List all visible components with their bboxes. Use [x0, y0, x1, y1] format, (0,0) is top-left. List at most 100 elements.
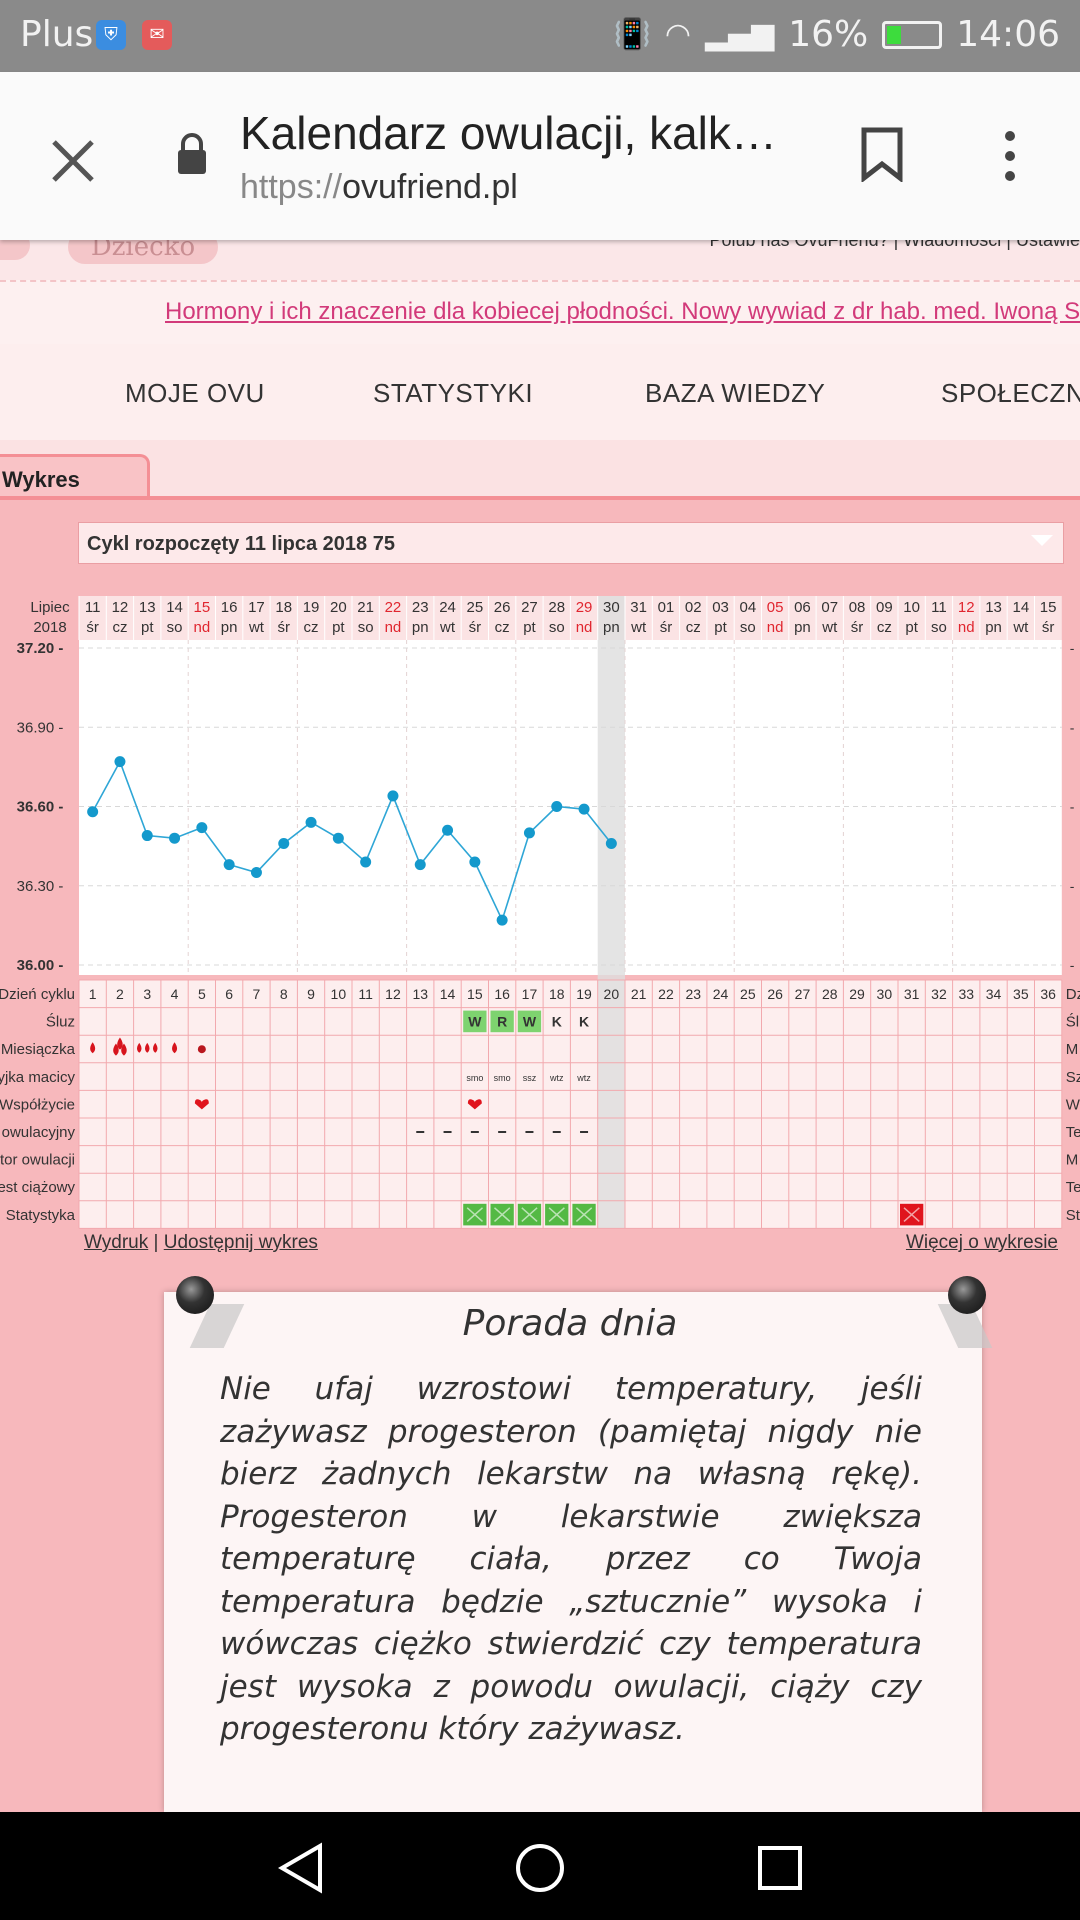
cycle-day: 19 [576, 986, 592, 1002]
temperature-point [414, 859, 426, 871]
mucus-highlight [517, 1010, 542, 1033]
weekday-label: wt [630, 619, 647, 636]
cervix-mark: smo [466, 1073, 483, 1083]
row-label-right: Sz [1066, 1069, 1080, 1086]
cycle-day: 7 [253, 986, 261, 1002]
mucus-mark: W [468, 1014, 482, 1030]
nav-baza-wiedzy[interactable]: BAZA WIEDZY [645, 378, 826, 408]
weekday-label: pn [221, 619, 238, 636]
weekday-label: wt [248, 619, 265, 636]
date-label: 14 [166, 599, 183, 616]
main-nav: MOJE OVU STATYSTYKI BAZA WIEDZY SPOŁECZN [0, 344, 1080, 440]
temperature-point [442, 824, 454, 836]
cycle-day: 32 [931, 986, 947, 1002]
period-drop-icon [90, 1042, 96, 1054]
cycle-day: 5 [198, 986, 206, 1002]
cycle-day: 16 [494, 986, 510, 1002]
date-label: 11 [85, 599, 101, 616]
tip-title: Porada dnia [462, 1303, 678, 1344]
stat-red-mark-pattern [903, 1207, 920, 1222]
weekday-label: cz [877, 619, 892, 636]
cycle-select[interactable]: Cykl rozpoczęty 11 lipca 2018 75 [78, 522, 1064, 564]
weekday-label: so [740, 619, 756, 636]
lock-icon[interactable] [174, 132, 210, 176]
cycle-day: 24 [713, 986, 729, 1002]
row-label-right: Śl [1066, 1013, 1079, 1031]
cycle-day: 29 [849, 986, 865, 1002]
home-icon[interactable] [514, 1842, 566, 1894]
cycle-day: 20 [604, 986, 620, 1002]
cycle-day: 13 [412, 986, 428, 1002]
tip-card [164, 1292, 982, 1812]
period-spot-icon [197, 1045, 206, 1054]
cervix-mark: wtz [576, 1073, 591, 1083]
temperature-point [469, 856, 481, 868]
close-icon[interactable] [48, 136, 98, 186]
inbox-app-icon: ✉ [142, 20, 172, 50]
status-bar: Plus ⛨ ✉ 📳 ◠ ▂▄▆ 16% 14:06 [0, 0, 1080, 72]
temperature-point [278, 837, 290, 849]
cycle-day: 1 [89, 986, 97, 1002]
temperature-point [523, 827, 535, 839]
stat-green-mark-pattern [575, 1207, 593, 1222]
shield-app-icon: ⛨ [96, 20, 126, 50]
row-label: Dzień cyklu [0, 986, 75, 1003]
cycle-day: 9 [307, 986, 315, 1002]
nav-statystyki[interactable]: STATYSTYKI [373, 378, 534, 408]
row-label-right: St [1066, 1207, 1080, 1224]
date-label: 12 [958, 599, 975, 616]
date-label: 31 [630, 599, 647, 616]
cycle-day: 25 [740, 986, 756, 1002]
share-chart-link[interactable]: Udostępnij wykres [163, 1232, 318, 1253]
carrier-label: Plus [20, 14, 94, 55]
weekday-label: cz [495, 619, 510, 636]
chevron-down-icon [1031, 535, 1053, 546]
row-label: Współżycie [0, 1096, 75, 1113]
vibrate-icon: 📳 [613, 17, 651, 52]
bookmark-icon[interactable] [860, 126, 904, 182]
temperature-point [169, 832, 181, 844]
temperature-point [605, 837, 617, 849]
battery-icon [882, 20, 943, 49]
signal-icon: ▂▄▆ [705, 17, 775, 52]
cervix-mark: smo [494, 1073, 511, 1083]
mucus-mark: W [523, 1014, 537, 1030]
temperature-point [196, 822, 208, 834]
weekday-label: so [167, 619, 183, 636]
weekday-label: wt [439, 619, 456, 636]
cycle-day: 15 [467, 986, 483, 1002]
weekday-label: pt [523, 619, 536, 636]
more-menu-icon[interactable] [996, 128, 1024, 184]
nav-moje-ovu[interactable]: MOJE OVU [125, 378, 265, 408]
tab-wykres[interactable]: Wykres [0, 454, 150, 500]
date-label: 08 [849, 599, 866, 616]
cycle-day: 28 [822, 986, 838, 1002]
more-about-chart-link[interactable]: Więcej o wykresie [905, 1232, 1058, 1253]
cervix-mark: ssz [523, 1073, 537, 1083]
weekday-label: śr [851, 619, 864, 636]
weekday-label: śr [86, 619, 99, 636]
weekday-label: nd [194, 619, 211, 636]
date-label: 15 [1040, 599, 1057, 616]
back-icon[interactable] [276, 1842, 324, 1894]
stat-green-mark-pattern [494, 1207, 511, 1222]
row-label-right: Te [1066, 1124, 1080, 1141]
y-tick-right: - [1070, 799, 1075, 815]
date-label: 18 [275, 599, 292, 616]
mucus-highlight [490, 1010, 514, 1033]
date-label: 11 [931, 599, 947, 616]
nav-spolecznosc[interactable]: SPOŁECZN [941, 378, 1080, 408]
date-label: 28 [548, 599, 565, 616]
news-banner: Hormony i ich znaczenie dla kobiecej pło… [0, 280, 1080, 344]
weekday-label: pn [985, 619, 1002, 636]
date-label: 14 [1013, 599, 1030, 616]
print-link[interactable]: Wydruk [84, 1232, 149, 1253]
period-drop-icon [137, 1042, 142, 1053]
news-link[interactable]: Hormony i ich znaczenie dla kobiecej pło… [165, 298, 1080, 325]
row-label: Szyjka macicy [0, 1069, 75, 1086]
page-title[interactable]: Kalendarz owulacji, kalk… [240, 107, 777, 159]
mucus-mark: K [579, 1014, 589, 1030]
url-field[interactable]: https://ovufriend.pl [240, 168, 518, 206]
row-label: Statystyka [6, 1207, 76, 1224]
recents-icon[interactable] [756, 1844, 804, 1892]
